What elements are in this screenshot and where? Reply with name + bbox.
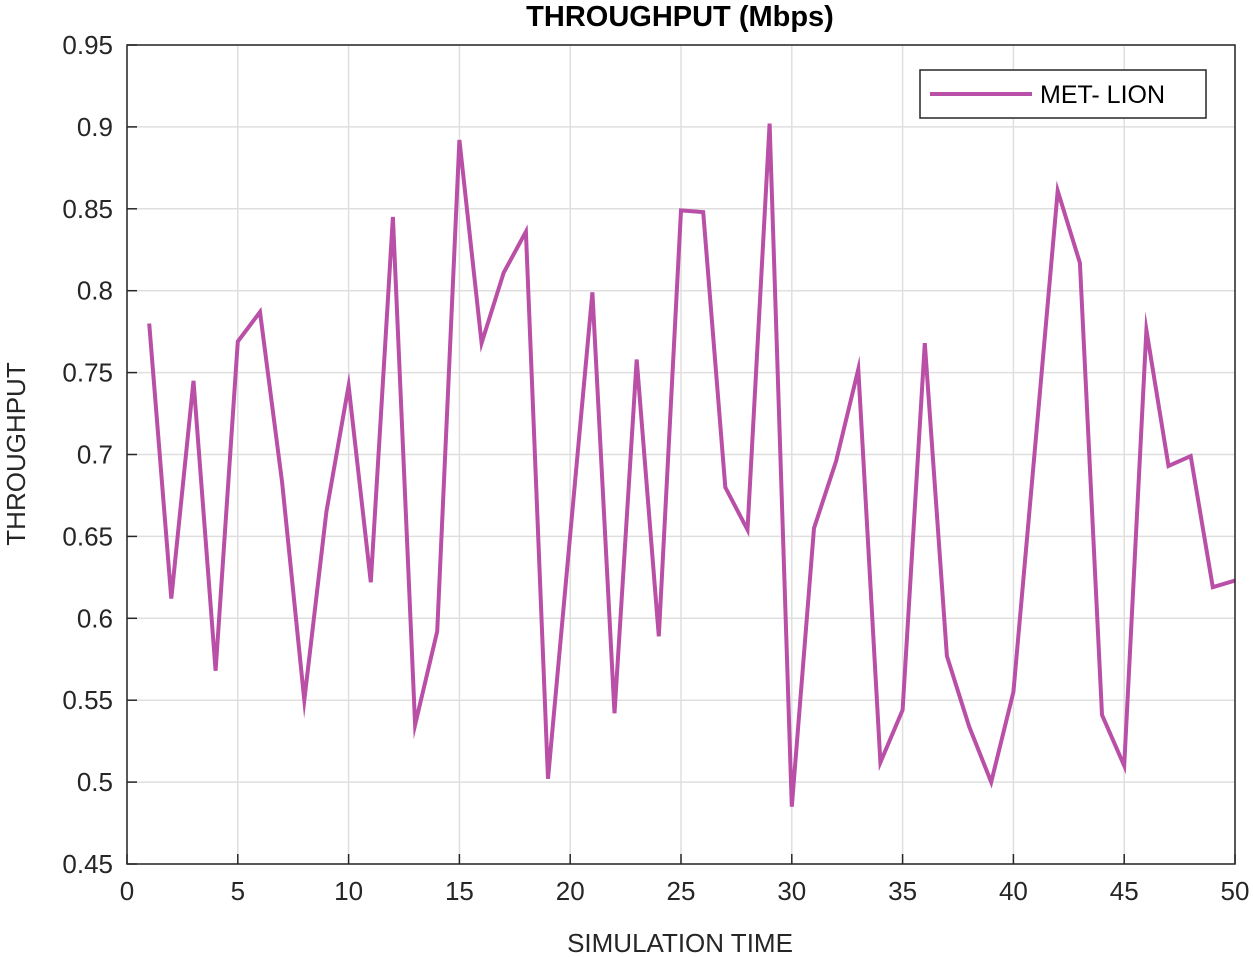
y-tick-label: 0.8: [77, 276, 113, 306]
legend: MET- LION: [919, 69, 1207, 119]
y-tick-label: 0.95: [62, 30, 113, 60]
tick-labels: 0 5 10 15 20 25 30 35 40 45 50 0.45 0.5 0.55 0.6 0.65 0.…: [62, 30, 1249, 906]
y-tick-label: 0.7: [77, 440, 113, 470]
y-tick-label: 0.6: [77, 603, 113, 633]
x-axis-title: SIMULATION TIME: [567, 928, 793, 957]
x-tick-label: 40: [999, 876, 1028, 906]
x-tick-label: 30: [777, 876, 806, 906]
y-tick-label: 0.45: [62, 849, 113, 879]
x-tick-label: 20: [556, 876, 585, 906]
x-tick-label: 50: [1221, 876, 1250, 906]
x-tick-label: 0: [120, 876, 134, 906]
series-line-met-lion: [147, 123, 1236, 807]
y-axis-title: THROUGHPUT: [1, 362, 31, 546]
axis-ticks: [126, 44, 1236, 865]
x-tick-label: 5: [231, 876, 245, 906]
x-tick-label: 15: [445, 876, 474, 906]
x-tick-label: 35: [888, 876, 917, 906]
legend-label-met-lion: MET- LION: [1040, 81, 1165, 109]
x-tick-label: 45: [1110, 876, 1139, 906]
x-tick-label: 25: [667, 876, 696, 906]
series-layer: [147, 123, 1236, 807]
x-tick-label: 10: [334, 876, 363, 906]
chart-title: THROUGHPUT (Mbps): [526, 1, 834, 33]
y-tick-label: 0.65: [62, 521, 113, 551]
y-tick-label: 0.5: [77, 767, 113, 797]
y-tick-label: 0.85: [62, 194, 113, 224]
y-tick-label: 0.75: [62, 358, 113, 388]
y-tick-label: 0.55: [62, 685, 113, 715]
y-tick-label: 0.9: [77, 112, 113, 142]
grid-lines: [126, 44, 1236, 865]
